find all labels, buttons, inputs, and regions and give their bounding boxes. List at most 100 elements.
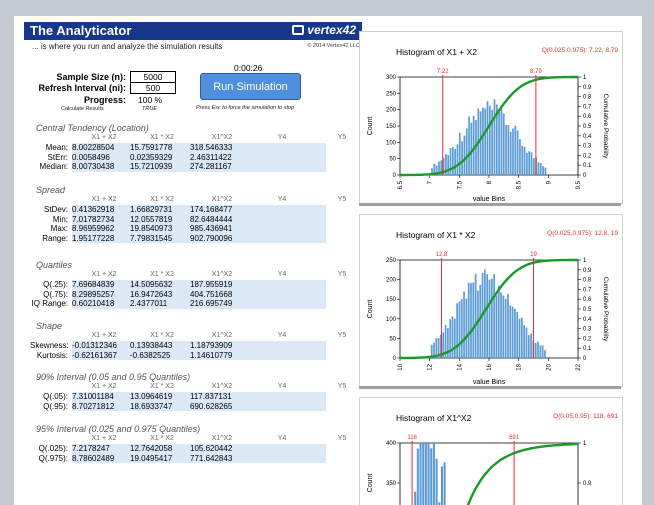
histogram-bar [526,152,528,175]
stat-value: 8.96959962 [72,224,115,233]
esc-hint: Press Esc to force the simulation to sto… [196,105,295,111]
histogram-bar [505,124,507,175]
stat-label: Q(.05): [43,392,68,401]
chart-title: Histogram of X1 + X2 [396,47,477,57]
histogram-bar [470,122,473,175]
subtitle: ... is where you run and analyze the sim… [32,42,223,51]
histogram-bar [523,146,526,175]
column-header: X1^X2 [211,271,233,278]
histogram-bar [470,283,472,358]
section-heading: Quartiles [36,260,73,270]
quantile-note: Q(0.025,0.975): 12.8, 19 [547,230,618,237]
column-header: X1 + X2 [91,332,117,339]
refresh-interval-input[interactable]: 500 [130,82,176,94]
stat-row: StDev: 0.41362918 1.66829731 174.168477 [30,205,326,215]
stat-label: Max: [50,224,68,233]
histogram-bar [456,144,459,175]
y2-tick-label: 1 [583,441,587,447]
y-tick-label: 350 [386,481,397,487]
histogram-bar [516,312,519,358]
column-header: Y4 [277,383,287,390]
section-heading: 90% Interval (0.05 and 0.95 Quantiles) [36,372,191,382]
y-tick-label: 100 [386,317,397,323]
histogram-bar [484,269,486,358]
histogram-bar [440,334,442,358]
histogram-bar [430,344,433,358]
quantile-label: 12.8 [436,252,448,258]
histogram-bar [514,125,517,175]
histogram-bar [479,111,482,175]
chart-shadow [359,203,621,206]
stat-label: Kurtosis: [36,350,68,360]
histogram-bar [416,448,419,505]
run-simulation-button[interactable]: Run Simulation [200,73,301,100]
vertex42-logo: vertex42 [292,23,356,37]
column-headers: X1 + X2 X1 * X2 X1^X2 Y4 Y5 [14,196,350,204]
column-header: Y5 [337,271,347,278]
spreadsheet-sheet: The Analyticator vertex42 ... is where y… [14,16,642,505]
histogram-bar [433,163,436,175]
histogram-bar [482,107,484,175]
stat-value: 771.642843 [190,453,233,463]
stat-value: 12.7642058 [130,444,173,453]
column-header: Y4 [277,435,287,442]
histogram-bar [477,290,479,358]
histogram-bar [453,318,456,358]
histogram-bar [500,292,502,358]
histogram-bar [493,274,495,358]
y-tick-label: 200 [386,278,397,284]
histogram-bar [484,108,487,175]
stat-value: 0.13938443 [130,341,173,350]
x-tick-label: 10 [398,363,404,370]
histogram-bar [442,332,445,358]
column-header: X1 + X2 [91,435,117,442]
column-headers: X1 + X2 X1 * X2 X1^X2 Y4 Y5 [14,134,350,142]
y2-tick-label: 0.5 [583,124,592,130]
column-headers: X1 + X2 X1 * X2 X1^X2 Y4 Y5 [14,435,350,443]
stat-value: -0.6382525 [130,350,171,360]
stat-label: StErr: [47,152,68,162]
chart-svg: Histogram of X1 + X2 Q(0.025,0.975): 7.22… [367,47,618,203]
column-header: Y5 [337,332,347,339]
histogram-bar [479,284,482,358]
calculate-results-label: Calculate Results [61,106,104,112]
histogram-bar [534,342,537,358]
histogram-bar [528,151,531,175]
histogram-bar [537,341,539,358]
column-header: X1^X2 [211,332,233,339]
histogram-bar [511,306,514,358]
histogram-bar [498,112,500,175]
y2-tick-label: 0.7 [583,104,592,110]
column-headers: X1 + X2 X1 * X2 X1^X2 Y4 Y5 [14,383,350,391]
stat-label: Q(.25): [43,280,68,289]
histogram-bar [414,491,417,505]
y2-tick-label: 0.9 [583,481,592,487]
stat-label: Median: [39,162,68,171]
stat-value: 7.31001184 [72,392,114,401]
histogram-bar [530,333,532,358]
histogram-bar [488,279,491,358]
stat-value: 8.70271812 [72,401,115,411]
histogram-bar [438,502,441,505]
stat-row: Q(.975): 8.78602489 19.0495417 771.642843 [30,453,326,463]
progress-value: 100 % [138,95,163,105]
histogram-bar [532,158,535,175]
y-tick-label: 300 [386,75,397,81]
x-tick-label: 22 [576,363,582,370]
y2-tick-label: 0.8 [583,278,592,284]
stat-row: Q(.25): 7.69684839 14.5095632 187.955919 [30,280,326,290]
histogram-bar [507,293,509,358]
y2-tick-label: 0.2 [583,153,592,159]
cumulative-curve [466,442,579,505]
histogram-bar [523,325,526,358]
column-header: X1^X2 [211,196,233,203]
stat-row: Max: 8.96959962 19.8540973 985.436941 [30,224,326,234]
histogram-bar [502,113,505,175]
histogram-bar [458,132,461,175]
histogram-bar [525,327,528,358]
histogram-bar [440,160,443,175]
stat-label: Skewness: [30,341,69,350]
y2-tick-label: 0.3 [583,327,592,333]
y-axis-label: Count [367,300,374,319]
x-tick-label: 9.5 [576,180,582,189]
